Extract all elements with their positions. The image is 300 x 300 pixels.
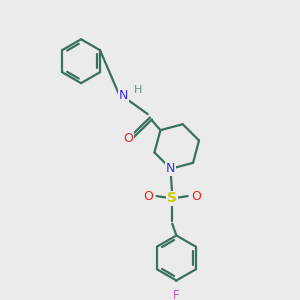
Text: O: O xyxy=(143,190,153,202)
Text: H: H xyxy=(134,85,142,94)
Text: F: F xyxy=(173,289,180,300)
Text: N: N xyxy=(166,162,176,175)
Text: S: S xyxy=(167,191,177,205)
Text: O: O xyxy=(123,132,133,145)
Text: O: O xyxy=(191,190,201,202)
Text: N: N xyxy=(118,89,128,102)
